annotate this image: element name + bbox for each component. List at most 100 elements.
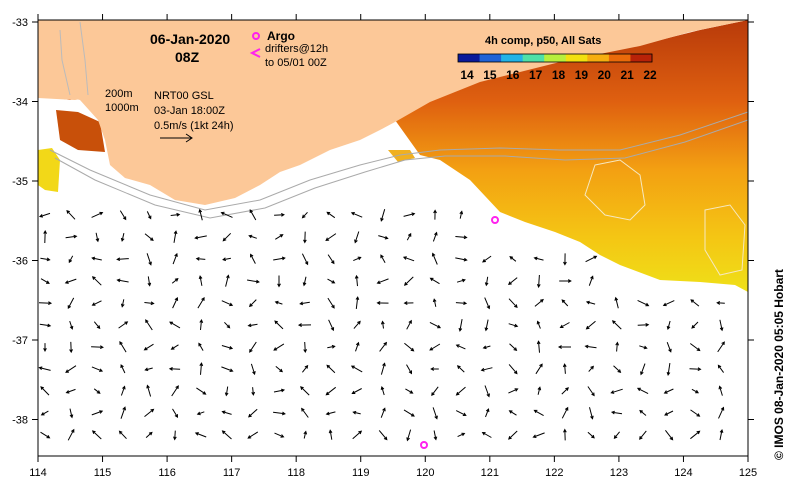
lat-tick-label: -37 (12, 335, 28, 347)
map-date: 06-Jan-2020 (150, 31, 230, 47)
current-arrow (484, 319, 489, 332)
current-arrow (376, 278, 389, 284)
argo-legend-line2: to 05/01 00Z (265, 57, 327, 69)
current-arrow (39, 323, 52, 328)
current-arrow (199, 362, 204, 375)
current-arrow (69, 408, 74, 419)
current-arrow (172, 408, 179, 418)
current-arrow (380, 407, 386, 418)
colorbar-segment (630, 54, 653, 62)
current-arrow (247, 431, 259, 439)
lat-tick-label: -34 (12, 97, 28, 109)
current-arrow (303, 341, 308, 354)
current-arrow (144, 408, 155, 417)
current-arrow (380, 320, 385, 329)
current-arrow (326, 211, 336, 219)
current-arrow (91, 345, 104, 350)
current-arrow (557, 345, 571, 349)
current-arrow (171, 385, 179, 397)
current-arrow (403, 301, 414, 305)
drifter-icon (249, 48, 261, 58)
current-arrow (40, 257, 51, 262)
current-arrow (120, 385, 126, 396)
current-arrow (484, 297, 491, 310)
current-arrow (611, 320, 622, 330)
lon-tick-label: 122 (545, 467, 563, 479)
current-arrow (325, 411, 336, 416)
current-arrow (91, 430, 102, 440)
current-arrow (301, 407, 309, 418)
current-arrow (69, 341, 73, 354)
current-arrow (508, 298, 518, 309)
isobath-west-2 (79, 21, 89, 96)
axes: 114 115 116 117 118 119 120 121 122 123 124 125 -33 -… (12, 14, 757, 479)
current-arrow (43, 229, 48, 244)
plot-frame (37, 19, 749, 457)
current-arrow (615, 341, 620, 352)
current-arrow (585, 320, 596, 330)
current-arrow (691, 388, 700, 394)
colorbar-segment (587, 54, 610, 62)
current-arrow (196, 411, 205, 416)
current-arrow (247, 323, 258, 328)
current-arrow (717, 364, 725, 373)
current-arrow (405, 388, 414, 394)
current-arrow (535, 363, 543, 375)
current-arrow (587, 386, 595, 397)
current-arrow (275, 234, 284, 240)
colorbar-tick-label: 21 (620, 68, 634, 82)
current-arrow (303, 430, 308, 439)
current-arrow (456, 365, 465, 373)
current-arrow (509, 343, 518, 351)
current-arrow (637, 299, 650, 307)
current-arrow (273, 256, 286, 261)
current-arrow (666, 363, 671, 376)
current-arrow (561, 387, 569, 395)
current-arrow (380, 209, 386, 222)
current-arrow (690, 409, 701, 417)
current-analysis-time: 03-Jan 18:00Z (154, 105, 225, 117)
current-arrow (666, 320, 671, 331)
land-western-australia (38, 20, 748, 205)
current-arrow (297, 323, 312, 327)
colorbar-segment (565, 54, 588, 62)
current-arrow (431, 252, 438, 265)
current-arrow (589, 407, 594, 420)
current-arrow (38, 212, 51, 218)
current-arrow (378, 430, 388, 441)
current-arrow (485, 408, 490, 418)
arrow-scale-label: 0.5m/s (1kt 24h) (154, 120, 233, 132)
current-arrow (172, 296, 179, 309)
land-cape (38, 20, 110, 100)
current-arrow (585, 255, 598, 263)
current-arrow (536, 320, 541, 329)
current-arrow (93, 388, 101, 394)
current-arrow (402, 256, 415, 262)
current-arrow (455, 344, 466, 350)
current-arrow (300, 386, 310, 396)
current-arrow (91, 410, 104, 416)
colorbar-segment (608, 54, 631, 62)
current-arrow (64, 278, 77, 284)
current-arrow (197, 297, 205, 309)
current-arrow (194, 432, 207, 438)
current-arrow (299, 301, 310, 306)
current-arrow (221, 366, 234, 372)
current-arrow (249, 341, 257, 353)
contour-1000m-label: 1000m (105, 102, 139, 114)
current-arrow (508, 388, 519, 394)
current-arrow (484, 276, 489, 287)
arrow-scale-icon (160, 133, 193, 143)
current-arrow (380, 254, 386, 264)
current-arrow (355, 296, 360, 309)
current-arrow (93, 321, 101, 330)
current-arrow (455, 386, 466, 396)
current-arrow (225, 274, 230, 287)
current-arrow (144, 367, 153, 372)
current-arrow (144, 301, 155, 306)
current-arrow (403, 212, 416, 217)
current-arrow (250, 363, 256, 376)
current-arrow (303, 231, 307, 244)
current-arrow (194, 235, 207, 240)
current-arrow (248, 408, 258, 418)
